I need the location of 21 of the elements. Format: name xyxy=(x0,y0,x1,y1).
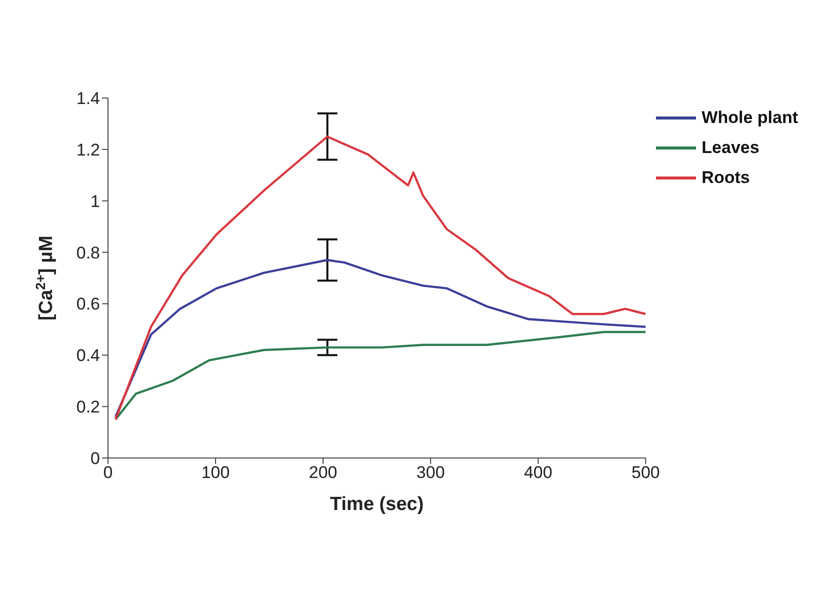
line-series xyxy=(114,330,646,421)
x-tick-label: 500 xyxy=(631,463,660,482)
legend-label: Roots xyxy=(702,167,750,189)
legend-label: Whole plant xyxy=(702,107,798,129)
x-tick-label: 100 xyxy=(201,463,230,482)
y-tick-label: 0 xyxy=(90,449,100,468)
x-tick-label: 300 xyxy=(416,463,445,482)
x-tick-label: 400 xyxy=(524,463,552,482)
y-tick-label: 0.4 xyxy=(76,346,100,366)
y-tick-label: 0.2 xyxy=(76,398,100,417)
y-tick-label: 1.4 xyxy=(76,89,100,108)
x-tick-label: 200 xyxy=(308,463,338,482)
line-series xyxy=(114,258,646,418)
line-series xyxy=(114,135,646,421)
y-tick-label: 1.2 xyxy=(76,140,100,160)
y-tick-label: 1 xyxy=(90,192,100,211)
y-tick-label: 0.6 xyxy=(76,294,100,314)
legend-label: Leaves xyxy=(702,137,760,159)
x-tick-label: 0 xyxy=(103,463,113,482)
x-axis-title: Time (sec) xyxy=(330,494,424,515)
y-tick-label: 0.8 xyxy=(76,243,100,262)
